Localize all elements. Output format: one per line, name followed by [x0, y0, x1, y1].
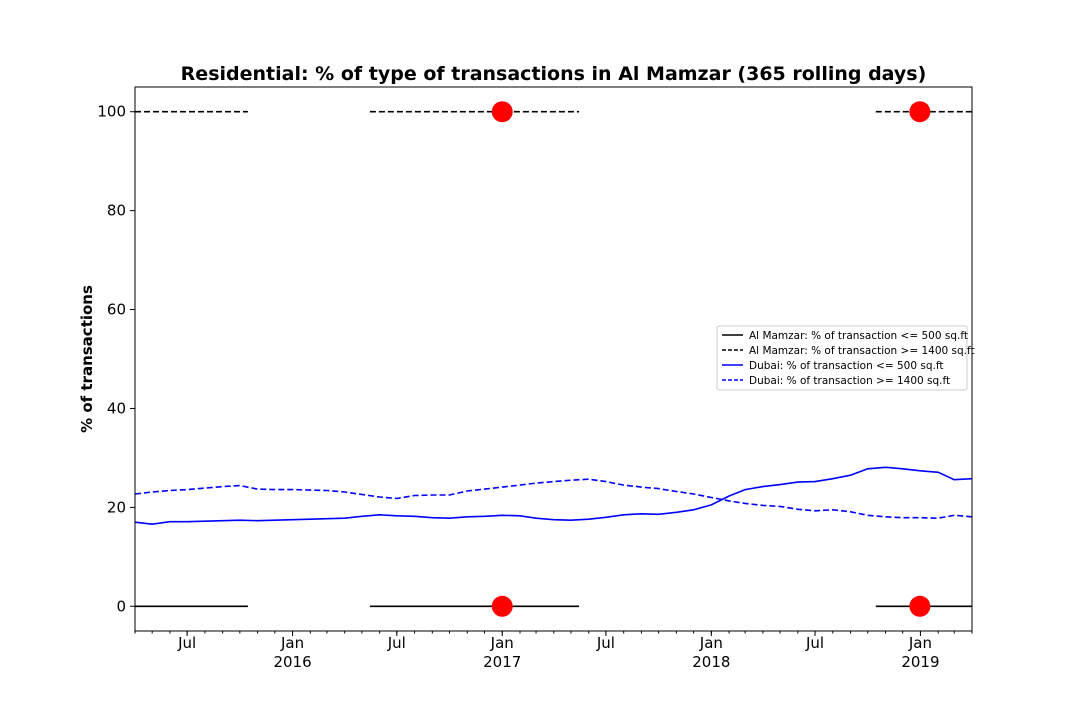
marker-point-2: [491, 595, 513, 617]
legend-label-3: Dubai: % of transaction >= 1400 sq.ft: [749, 375, 950, 387]
y-tick-label-5: 100: [97, 103, 126, 121]
marker-point-1: [909, 101, 931, 123]
chart-title: Residential: % of type of transactions i…: [181, 63, 927, 85]
y-tick-label-3: 60: [107, 301, 126, 319]
marker-point-3: [909, 595, 931, 617]
legend-label-1: Al Mamzar: % of transaction >= 1400 sq.f…: [749, 345, 975, 357]
marker-point-0: [491, 101, 513, 123]
x-tick-year-label-1: 2016: [273, 653, 311, 671]
legend-label-0: Al Mamzar: % of transaction <= 500 sq.ft: [749, 330, 968, 342]
y-axis-label: % of transactions: [78, 285, 96, 433]
legend-label-2: Dubai: % of transaction <= 500 sq.ft: [749, 360, 943, 372]
marker-layer: [491, 101, 931, 617]
x-tick-label-0: Jul: [177, 634, 196, 652]
x-tick-label-7: Jan: [908, 634, 932, 652]
x-tick-label-4: Jul: [596, 634, 615, 652]
y-tick-label-4: 80: [107, 202, 126, 220]
x-tick-year-label-3: 2017: [483, 653, 521, 671]
x-tick-year-label-5: 2018: [692, 653, 730, 671]
x-tick-label-5: Jan: [699, 634, 723, 652]
legend: Al Mamzar: % of transaction <= 500 sq.ft…: [716, 325, 975, 391]
series-2-line: [134, 466, 973, 526]
series-layer: [134, 110, 973, 608]
x-tick-label-1: Jan: [280, 634, 304, 652]
y-tick-label-0: 0: [116, 597, 126, 615]
x-tick-label-2: Jul: [387, 634, 406, 652]
x-tick-label-3: Jan: [490, 634, 514, 652]
y-tick-label-1: 20: [107, 498, 126, 516]
series-3-line: [134, 478, 973, 520]
x-tick-year-label-7: 2019: [901, 653, 939, 671]
legend-box: [716, 325, 968, 391]
y-tick-label-2: 40: [107, 399, 126, 417]
x-tick-label-6: Jul: [805, 634, 824, 652]
